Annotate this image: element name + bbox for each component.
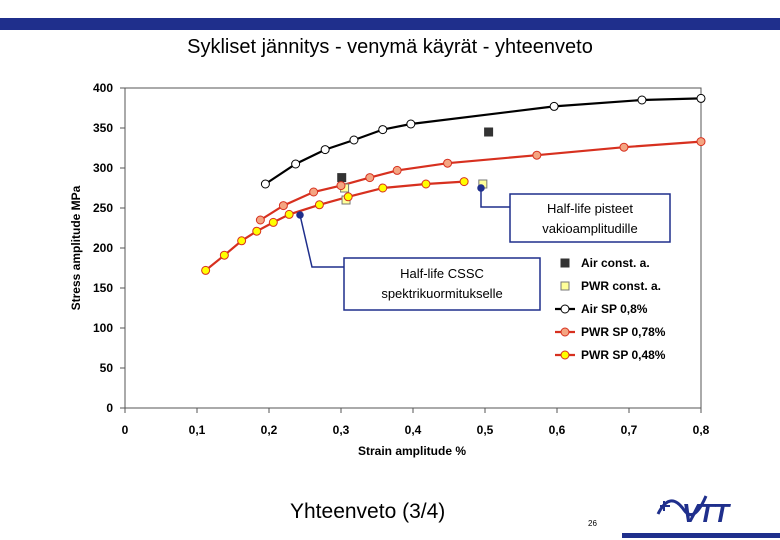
annotation-half-life-constant: Half-life pisteet vakioamplitudille [477, 184, 671, 243]
legend-item-pwr-sp-0-48: PWR SP 0,48% [555, 348, 666, 362]
point-pwr-sp-0-48 [421, 179, 431, 189]
x-tick-label: 0,4 [405, 423, 422, 437]
y-tick-label: 200 [93, 241, 113, 255]
legend-label: Air const. a. [581, 256, 650, 270]
legend-item-pwr-sp-0-78: PWR SP 0,78% [555, 325, 666, 339]
point-air-sp-0-8 [637, 95, 647, 105]
legend-label: PWR SP 0,48% [581, 348, 666, 362]
point-pwr-sp-0-78 [392, 165, 402, 175]
x-tick-label: 0,2 [261, 423, 278, 437]
point-pwr-sp-0-48 [459, 177, 469, 187]
y-tick-label: 0 [106, 401, 113, 415]
x-tick-label: 0,3 [333, 423, 350, 437]
point-pwr-sp-0-78 [532, 150, 542, 160]
x-tick-label: 0,8 [693, 423, 710, 437]
annotation-half-life-cssc: Half-life CSSC spektrikuormitukselle [296, 211, 541, 311]
legend-marker [560, 304, 570, 314]
legend-marker [560, 327, 570, 337]
plot-area [124, 87, 702, 409]
point-pwr-sp-0-78 [255, 215, 265, 225]
point-pwr-sp-0-48 [237, 236, 247, 246]
y-axis-label: Stress amplitude MPa [69, 185, 83, 310]
x-tick-label: 0 [122, 423, 129, 437]
legend-marker [560, 350, 570, 360]
point-air-sp-0-8 [320, 145, 330, 155]
vtt-logo: VTT [656, 495, 732, 528]
slide-title: Sykliset jännitys - venymä käyrät - yhte… [187, 36, 593, 58]
legend-marker [560, 258, 570, 268]
legend-label: Air SP 0,8% [581, 302, 648, 316]
annotation-arrow-cssc [296, 211, 344, 268]
point-pwr-sp-0-78 [696, 137, 706, 147]
point-air-sp-0-8 [696, 93, 706, 103]
annotation-text-cssc-line1: Half-life CSSC [400, 266, 484, 281]
y-tick-label: 400 [93, 81, 113, 95]
x-tick-label: 0,6 [549, 423, 566, 437]
annotation-box-cssc [343, 257, 541, 311]
point-air-const-a [337, 173, 347, 183]
legend-item-air-sp-0-8: Air SP 0,8% [555, 302, 648, 316]
point-pwr-sp-0-48 [378, 183, 388, 193]
annotation-text-constant-line1: Half-life pisteet [547, 201, 633, 216]
point-pwr-sp-0-48 [268, 217, 278, 227]
x-tick-label: 0,5 [477, 423, 494, 437]
annotation-arrow-constant [477, 184, 510, 208]
point-air-sp-0-8 [406, 119, 416, 129]
point-pwr-const-a [478, 179, 488, 189]
y-tick-label: 250 [93, 201, 113, 215]
annotation-text-cssc-line2: spektrikuormitukselle [381, 286, 502, 301]
x-tick-label: 0,1 [189, 423, 206, 437]
point-air-sp-0-8 [378, 125, 388, 135]
x-tick-label: 0,7 [621, 423, 638, 437]
point-air-sp-0-8 [291, 159, 301, 169]
point-pwr-sp-0-78 [336, 181, 346, 191]
point-pwr-sp-0-78 [365, 173, 375, 183]
page-number: 26 [588, 519, 597, 528]
annotation-box-constant [509, 193, 671, 243]
point-pwr-sp-0-48 [219, 250, 229, 260]
point-air-sp-0-8 [549, 101, 559, 111]
y-tick-label: 100 [93, 321, 113, 335]
legend-item-pwr-const-a: PWR const. a. [560, 279, 661, 293]
point-pwr-sp-0-78 [309, 187, 319, 197]
point-air-sp-0-8 [349, 135, 359, 145]
point-pwr-sp-0-48 [201, 265, 211, 275]
legend-item-air-const-a: Air const. a. [560, 256, 650, 270]
annotation-text-constant-line2: vakioamplitudille [542, 221, 637, 236]
bottom-brand-bar [622, 533, 780, 538]
point-pwr-sp-0-48 [284, 209, 294, 219]
vtt-logo-text: VTT [682, 498, 731, 528]
point-pwr-sp-0-78 [278, 201, 288, 211]
legend-label: PWR const. a. [581, 279, 661, 293]
legend-label: PWR SP 0,78% [581, 325, 666, 339]
footer-title: Yhteenveto (3/4) [290, 500, 446, 523]
point-pwr-sp-0-48 [314, 200, 324, 210]
y-tick-label: 350 [93, 121, 113, 135]
y-tick-label: 150 [93, 281, 113, 295]
point-pwr-sp-0-78 [443, 158, 453, 168]
point-pwr-sp-0-78 [619, 142, 629, 152]
point-air-sp-0-8 [260, 179, 270, 189]
top-brand-bar [0, 18, 780, 30]
point-pwr-sp-0-48 [343, 192, 353, 202]
y-tick-label: 300 [93, 161, 113, 175]
y-tick-label: 50 [100, 361, 114, 375]
legend: Air const. a. PWR const. a. Air SP 0,8% PWR… [555, 256, 666, 362]
point-air-const-a [484, 127, 494, 137]
point-pwr-sp-0-48 [252, 226, 262, 236]
legend-marker [560, 281, 570, 291]
x-axis-label: Strain amplitude % [358, 444, 466, 458]
series-line-pwr-sp-0-78 [259, 140, 702, 221]
